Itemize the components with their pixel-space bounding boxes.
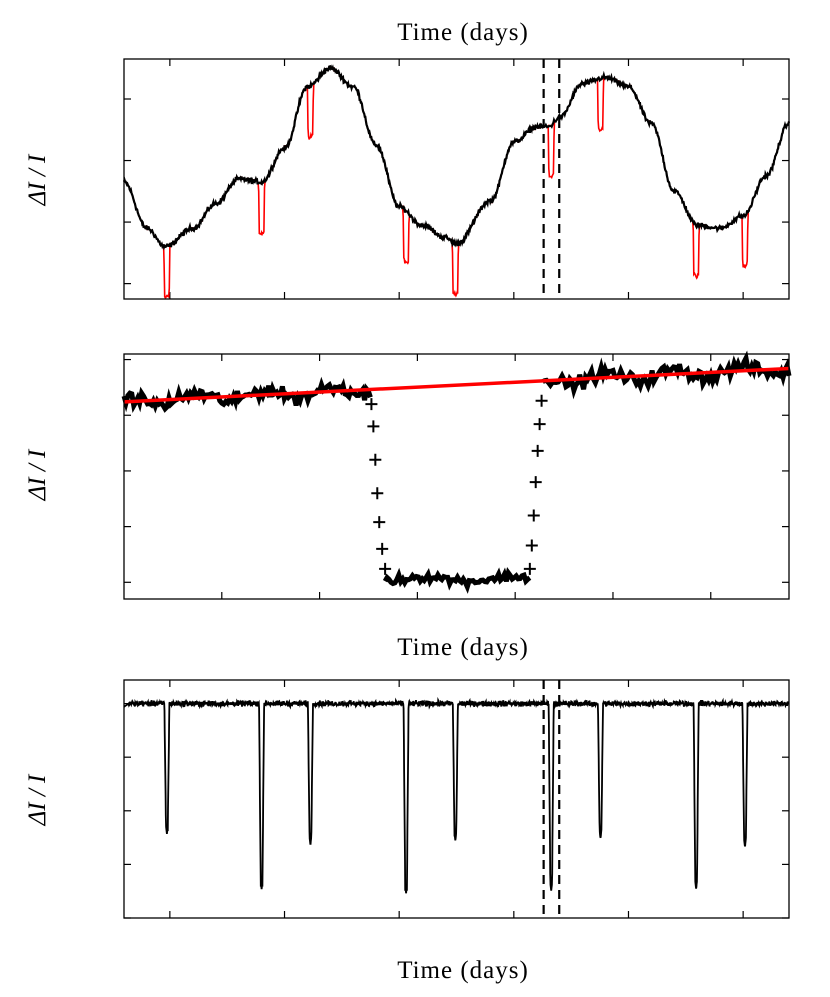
middle-ylabel: ΔI / I — [24, 448, 51, 501]
ingress-point — [376, 542, 389, 555]
egress-point — [525, 539, 538, 552]
bottom-plot-frame — [123, 679, 790, 919]
ingress-point — [365, 398, 378, 411]
normalized-light-curve-line — [123, 696, 790, 894]
egress-point — [523, 562, 536, 575]
ingress-point — [379, 562, 392, 575]
bottom-ylabel: ΔI / I — [24, 773, 51, 826]
top-xlabel: Time (days) — [397, 19, 529, 46]
ingress-point — [371, 487, 384, 500]
light-curve-line — [122, 64, 791, 251]
top-plot-frame — [123, 58, 790, 300]
bottom-panel: ΔI / I Time (days) — [24, 679, 790, 984]
ingress-point — [367, 420, 380, 433]
in-transit-data — [382, 567, 532, 594]
bottom-xlabel: Time (days) — [397, 957, 529, 984]
ingress-point — [373, 516, 386, 529]
egress-point — [533, 418, 546, 431]
transit-series-line — [123, 65, 790, 299]
egress-point — [531, 444, 544, 457]
top-panel: Time (days) ΔI / I — [24, 19, 791, 300]
middle-plot-frame — [123, 353, 790, 600]
ingress-point — [369, 453, 382, 466]
middle-panel: ΔI / I Time (days) — [24, 350, 792, 661]
egress-point — [535, 394, 548, 407]
middle-xlabel: Time (days) — [397, 634, 529, 661]
top-ylabel: ΔI / I — [24, 153, 51, 206]
egress-point — [529, 476, 542, 489]
egress-point — [527, 509, 540, 522]
fit-line — [123, 366, 790, 404]
